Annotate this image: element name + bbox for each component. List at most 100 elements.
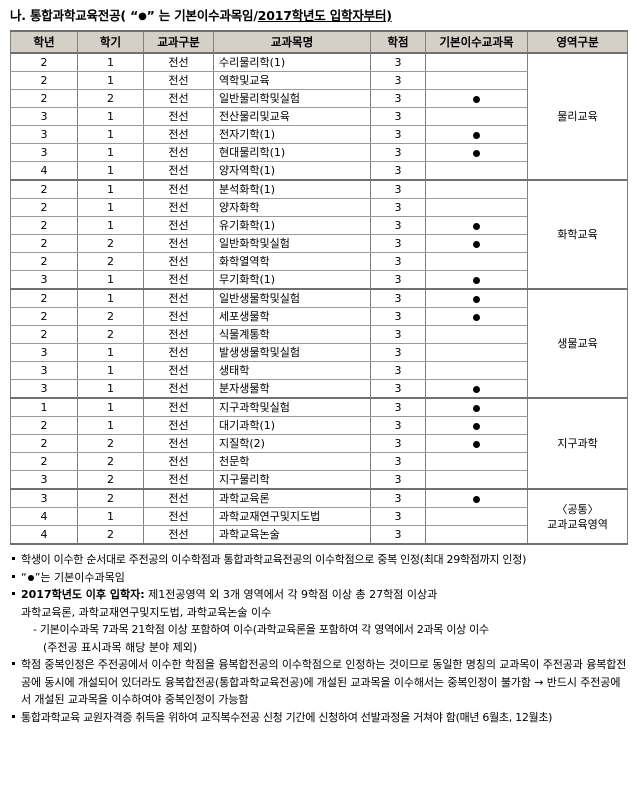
cell-area-group: 〈공통〉 교과교육영역 <box>527 488 628 545</box>
cell-year: 3 <box>10 470 78 490</box>
note-text: 학점 중복인정은 주전공에서 이수한 학점을 융복합전공의 이수학점으로 인정하… <box>21 658 627 706</box>
cell-semester: 2 <box>77 234 144 253</box>
cell-semester: 1 <box>77 161 144 181</box>
table-row: 3 2 전선 과학교육론 3 〈공통〉 교과교육영역 <box>10 488 628 545</box>
cell-credit: 3 <box>370 397 426 417</box>
cell-course-type: 전선 <box>143 397 214 417</box>
cell-semester: 1 <box>77 379 144 399</box>
cell-year: 2 <box>10 89 78 108</box>
cell-year: 2 <box>10 216 78 235</box>
cell-course-name: 현대물리학(1) <box>213 143 371 162</box>
cell-credit: 3 <box>370 452 426 471</box>
cell-year: 2 <box>10 198 78 217</box>
cell-basic-course <box>425 397 528 417</box>
cell-credit: 3 <box>370 252 426 271</box>
note-text-line2: 과학교육론, 과학교재연구및지도법, 과학교육논술 이수 <box>21 605 272 619</box>
cell-course-type: 전선 <box>143 234 214 253</box>
cell-course-name: 역학및교육 <box>213 71 371 90</box>
table-header: 학년 학기 교과구분 교과목명 학점 기본이수교과목 영역구분 <box>10 30 628 54</box>
basic-course-dot-icon <box>473 240 480 248</box>
cell-credit: 3 <box>370 507 426 526</box>
cell-year: 3 <box>10 343 78 362</box>
bullet-icon <box>12 551 21 560</box>
column-header-year: 학년 <box>10 30 78 54</box>
table-body: 2 1 전선 수리물리학(1) 3 물리교육 2 1 전선 역학및교육 3 2 2 전선 일반물리학및실험 3… <box>10 52 628 545</box>
cell-basic-course <box>425 379 528 399</box>
column-header-credit: 학점 <box>370 30 426 54</box>
cell-semester: 1 <box>77 361 144 380</box>
column-header-basic: 기본이수교과목 <box>425 30 528 54</box>
area-label: 〈공통〉 <box>556 502 599 516</box>
cell-year: 3 <box>10 125 78 144</box>
cell-basic-course <box>425 52 528 72</box>
page-title: 나. 통합과학교육전공( “●” 는 기본이수과목임/2017학년도 입학자부터… <box>0 0 637 30</box>
cell-semester: 1 <box>77 397 144 417</box>
cell-semester: 2 <box>77 434 144 453</box>
cell-basic-course <box>425 89 528 108</box>
cell-course-type: 전선 <box>143 488 214 508</box>
cell-semester: 1 <box>77 107 144 126</box>
cell-basic-course <box>425 288 528 308</box>
cell-course-name: 식물계통학 <box>213 325 371 344</box>
cell-course-name: 유기화학(1) <box>213 216 371 235</box>
cell-year: 3 <box>10 361 78 380</box>
cell-year: 2 <box>10 179 78 199</box>
cell-basic-course <box>425 198 528 217</box>
cell-semester: 2 <box>77 525 144 545</box>
column-header-course: 교과목명 <box>213 30 371 54</box>
cell-basic-course <box>425 307 528 326</box>
cell-year: 2 <box>10 416 78 435</box>
basic-course-dot-icon <box>473 404 480 412</box>
basic-course-dot-icon <box>473 295 480 303</box>
cell-credit: 3 <box>370 416 426 435</box>
cell-year: 3 <box>10 270 78 290</box>
title-middle: ” 는 기본이수과목임/ <box>146 8 258 23</box>
cell-course-name: 분석화학(1) <box>213 179 371 199</box>
bullet-icon <box>12 586 21 595</box>
cell-year: 2 <box>10 234 78 253</box>
basic-course-dot-icon <box>473 95 480 103</box>
cell-credit: 3 <box>370 89 426 108</box>
cell-basic-course <box>425 488 528 508</box>
cell-course-type: 전선 <box>143 325 214 344</box>
cell-semester: 1 <box>77 143 144 162</box>
table-row: 3 1 전선 분자생물학 3 <box>10 379 628 399</box>
cell-semester: 2 <box>77 470 144 490</box>
cell-year: 2 <box>10 252 78 271</box>
course-table: 학년 학기 교과구분 교과목명 학점 기본이수교과목 영역구분 2 1 전선 수리물리… <box>10 30 628 545</box>
cell-semester: 1 <box>77 179 144 199</box>
cell-year: 2 <box>10 71 78 90</box>
area-label: 지구과학 <box>557 437 598 450</box>
cell-course-name: 천문학 <box>213 452 371 471</box>
cell-course-type: 전선 <box>143 361 214 380</box>
cell-area-group: 생물교육 <box>527 288 628 399</box>
cell-basic-course <box>425 252 528 271</box>
cell-semester: 2 <box>77 307 144 326</box>
note-basic-course-legend: “ ”는 기본이수과목임 <box>12 569 627 587</box>
cell-course-name: 화학열역학 <box>213 252 371 271</box>
cell-course-type: 전선 <box>143 288 214 308</box>
cell-semester: 1 <box>77 270 144 290</box>
cell-credit: 3 <box>370 343 426 362</box>
table-row: 4 1 전선 과학교재연구및지도법 3 <box>10 507 628 526</box>
cell-year: 3 <box>10 107 78 126</box>
cell-course-type: 전선 <box>143 52 214 72</box>
area-label: 화학교육 <box>557 228 598 241</box>
cell-course-name: 일반생물학및실험 <box>213 288 371 308</box>
cell-semester: 2 <box>77 325 144 344</box>
cell-credit: 3 <box>370 125 426 144</box>
cell-course-type: 전선 <box>143 107 214 126</box>
cell-course-name: 지구물리학 <box>213 470 371 490</box>
cell-course-type: 전선 <box>143 89 214 108</box>
cell-course-type: 전선 <box>143 525 214 545</box>
cell-course-type: 전선 <box>143 125 214 144</box>
cell-course-type: 전선 <box>143 434 214 453</box>
cell-basic-course <box>425 525 528 545</box>
note-2017-entrants: 2017학년도 이후 입학자: 제1전공영역 외 3개 영역에서 각 9학점 이… <box>12 586 627 656</box>
cell-basic-course <box>425 434 528 453</box>
cell-area-group: 지구과학 <box>527 397 628 490</box>
cell-basic-course <box>425 179 528 199</box>
table-row: 4 2 전선 과학교육논술 3 <box>10 525 628 545</box>
table-row: 2 2 전선 화학열역학 3 <box>10 252 628 271</box>
